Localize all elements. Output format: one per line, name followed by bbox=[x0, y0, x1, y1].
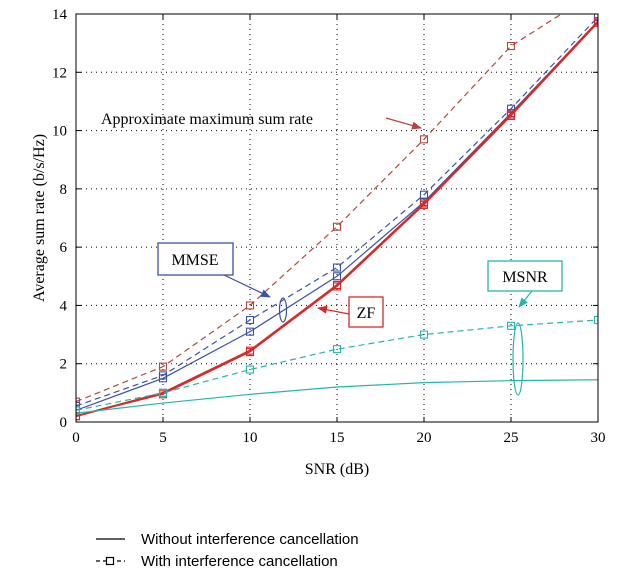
zf-label: ZF bbox=[357, 305, 376, 322]
grid-lines bbox=[76, 14, 598, 422]
series-line-mmse-1 bbox=[76, 17, 598, 406]
plot-frame bbox=[76, 14, 598, 422]
x-tick-label-6: 30 bbox=[591, 430, 606, 446]
annotation-msnr: MSNR bbox=[488, 261, 562, 395]
msnr-label: MSNR bbox=[502, 269, 548, 286]
x-tick-label-1: 5 bbox=[159, 430, 167, 446]
y-tick-label-4: 8 bbox=[60, 182, 68, 198]
legend: Without interference cancellation With i… bbox=[96, 531, 359, 570]
mmse-label: MMSE bbox=[171, 252, 218, 269]
y-tick-label-7: 14 bbox=[52, 7, 68, 23]
max-arrow bbox=[386, 118, 421, 128]
x-tick-label-0: 0 bbox=[72, 430, 80, 446]
y-tick-label-5: 10 bbox=[52, 124, 67, 140]
y-tick-label-0: 0 bbox=[60, 415, 68, 431]
x-axis-title: SNR (dB) bbox=[305, 461, 369, 478]
series-line-max-0 bbox=[76, 0, 598, 402]
legend-dashed-label: With interference cancellation bbox=[141, 553, 338, 570]
x-tick-label-4: 20 bbox=[417, 430, 432, 446]
mmse-arrow bbox=[224, 275, 270, 297]
x-tick-label-5: 25 bbox=[504, 430, 519, 446]
legend-solid-label: Without interference cancellation bbox=[141, 531, 359, 548]
y-axis-title: Average sum rate (b/s/Hz) bbox=[31, 134, 48, 302]
msnr-arrow bbox=[519, 291, 532, 307]
msnr-group-ellipse bbox=[513, 323, 523, 395]
y-tick-label-2: 4 bbox=[60, 298, 68, 314]
y-tick-label-6: 12 bbox=[52, 65, 67, 81]
max-label: Approximate maximum sum rate bbox=[101, 111, 313, 128]
y-tick-label-3: 6 bbox=[60, 240, 68, 256]
series-line-zf-3 bbox=[76, 21, 598, 416]
zf-arrow bbox=[318, 308, 349, 314]
x-tick-label-3: 15 bbox=[330, 430, 345, 446]
annotation-zf: ZF bbox=[318, 297, 383, 327]
x-tick-label-2: 10 bbox=[243, 430, 258, 446]
y-tick-label-1: 2 bbox=[60, 357, 68, 373]
legend-square-marker bbox=[107, 558, 114, 565]
annotation-max: Approximate maximum sum rate bbox=[101, 111, 421, 128]
